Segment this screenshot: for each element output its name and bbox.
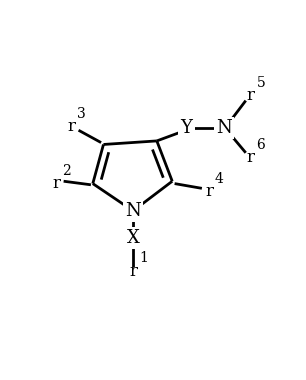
Text: r: r [247, 87, 255, 105]
Text: r: r [129, 263, 137, 280]
Text: r: r [205, 184, 213, 200]
Text: N: N [125, 202, 141, 220]
Text: 5: 5 [256, 76, 265, 90]
Text: X: X [127, 229, 140, 247]
Text: 6: 6 [256, 138, 265, 152]
Text: Y: Y [181, 119, 192, 137]
Text: N: N [217, 119, 232, 137]
Text: r: r [67, 118, 76, 135]
Text: 4: 4 [215, 172, 224, 186]
Text: 3: 3 [77, 107, 86, 121]
Text: 2: 2 [62, 164, 71, 178]
Text: 1: 1 [139, 252, 148, 265]
Text: r: r [247, 149, 255, 166]
Text: r: r [52, 175, 60, 192]
